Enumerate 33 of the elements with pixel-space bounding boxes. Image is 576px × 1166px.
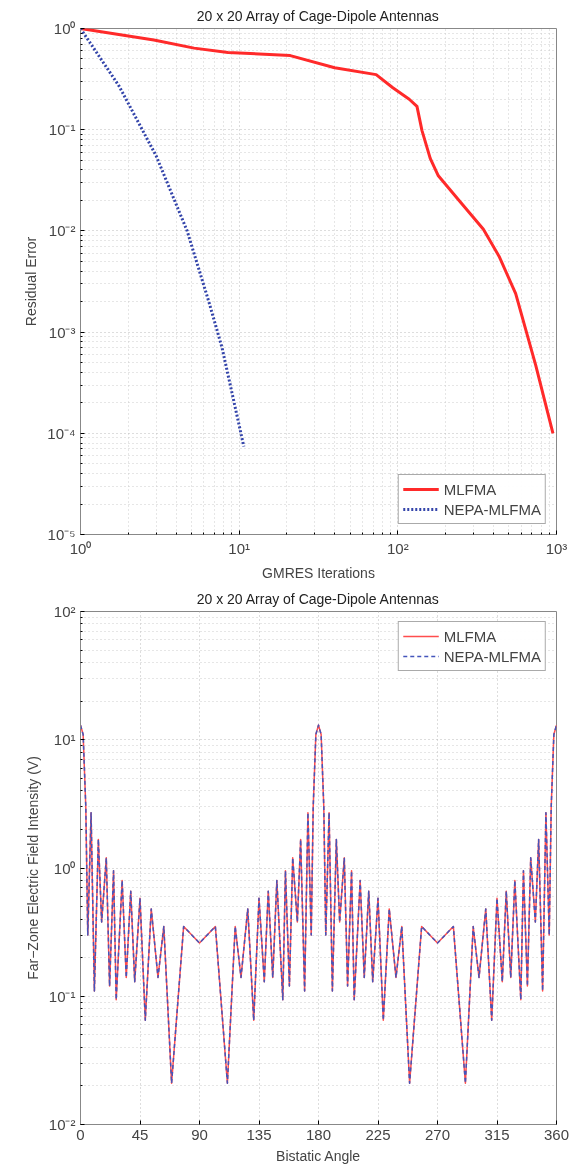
legend-label: MLFMA (443, 627, 497, 645)
y-tick-label: 10⁰ (53, 20, 76, 37)
x-tick-label: 315 (484, 1125, 510, 1143)
x-tick-label: 360 (543, 1125, 570, 1143)
y-tick-label: 10² (53, 603, 76, 620)
x-tick-label: 270 (424, 1125, 451, 1143)
chart-title: 20 x 20 Array of Cage-Dipole Antennas (196, 7, 439, 24)
x-tick-label: 45 (131, 1125, 149, 1143)
chart-title: 20 x 20 Array of Cage-Dipole Antennas (196, 590, 439, 607)
y-axis-title: Far−Zone Electric Field Intensity (V) (24, 756, 41, 980)
x-axis-title: Bistatic Angle (276, 1147, 361, 1164)
x-tick-label: 135 (246, 1125, 272, 1143)
legend-label: NEPA-MLFMA (443, 500, 541, 518)
y-tick-label: 10⁻³ (48, 323, 76, 341)
line-series (80, 724, 557, 1084)
y-tick-label: 10⁻⁴ (47, 424, 76, 442)
legend-label: NEPA-MLFMA (443, 647, 541, 665)
y-tick-label: 10¹ (53, 731, 76, 749)
x-tick-label: 180 (305, 1125, 332, 1143)
y-tick-label: 10⁻¹ (48, 121, 76, 139)
x-tick-label: 225 (365, 1125, 391, 1143)
x-axis-title: GMRES Iterations (262, 564, 375, 581)
y-tick-label: 10⁻² (48, 222, 76, 240)
x-tick-label: 0 (76, 1125, 85, 1143)
x-tick-label: 10² (386, 539, 409, 557)
y-tick-label: 10⁻² (48, 1116, 76, 1133)
x-tick-label: 10¹ (228, 539, 251, 557)
y-axis-title: Residual Error (23, 236, 40, 327)
y-tick-label: 10⁻¹ (48, 987, 76, 1005)
x-tick-label: 90 (191, 1125, 208, 1143)
legend-label: MLFMA (443, 480, 497, 498)
x-tick-label: 10³ (545, 539, 568, 557)
y-tick-label: 10⁰ (53, 859, 76, 877)
